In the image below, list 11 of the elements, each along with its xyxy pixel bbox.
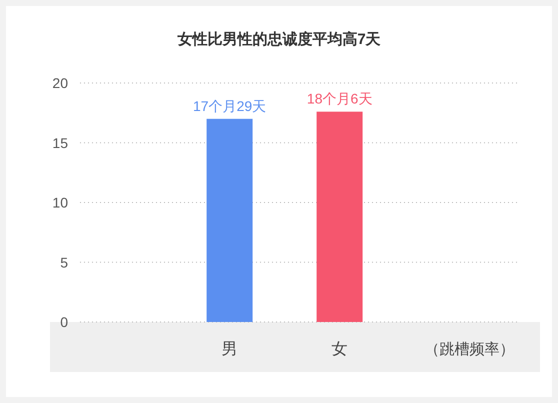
x-axis-title: （跳槽频率） [424, 341, 515, 358]
y-tick-label: 10 [52, 194, 68, 210]
y-tick-label: 20 [52, 75, 68, 91]
data-label: 18个月6天 [306, 90, 372, 107]
data-label: 17个月29天 [193, 98, 266, 114]
y-tick-label: 15 [52, 134, 68, 151]
y-tick-label: 5 [60, 254, 68, 270]
chart-title: 女性比男性的忠诚度平均高7天 [176, 30, 382, 48]
y-tick-label: 0 [60, 314, 68, 330]
x-tick-label: 女 [332, 341, 348, 358]
x-tick-label: 男 [222, 341, 238, 358]
